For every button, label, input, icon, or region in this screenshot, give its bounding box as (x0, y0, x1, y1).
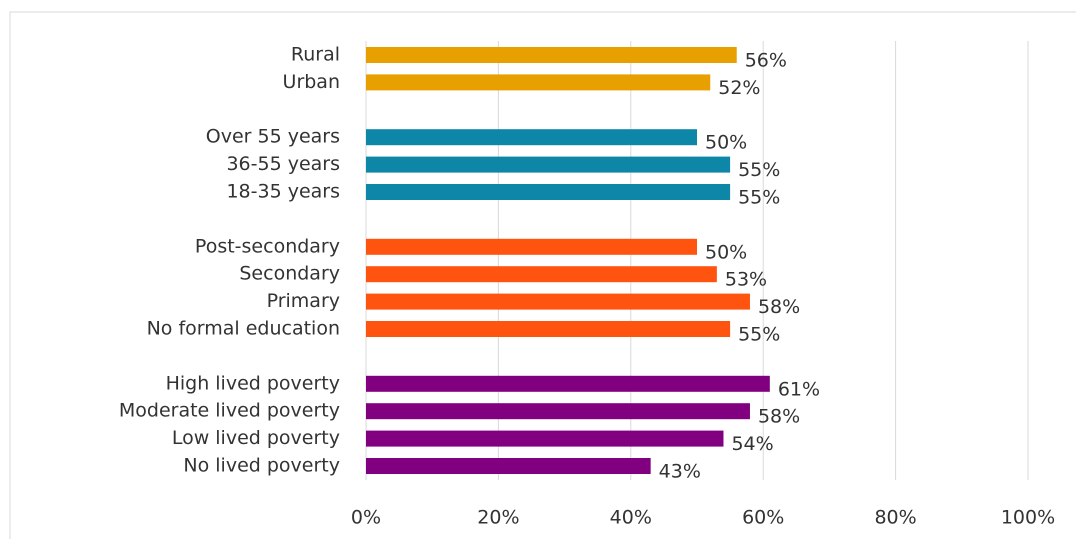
value-label: 58% (758, 406, 800, 428)
value-label: 50% (705, 132, 747, 154)
value-label: 43% (659, 461, 701, 483)
y-tick-label: Secondary (239, 263, 340, 285)
value-label: 55% (738, 159, 780, 181)
bar (366, 47, 737, 63)
y-tick-label: Rural (291, 44, 340, 66)
bar (366, 184, 731, 200)
y-tick-label: No lived poverty (183, 455, 340, 477)
x-tick-label: 60% (742, 507, 784, 529)
bar (366, 129, 697, 146)
y-tick-label: 18-35 years (226, 181, 340, 203)
y-tick-label: Over 55 years (206, 126, 340, 148)
x-tick-label: 0% (351, 507, 381, 529)
x-tick-label: 100% (1001, 507, 1055, 529)
bar (366, 403, 750, 420)
value-label: 54% (731, 433, 773, 455)
value-label: 53% (725, 269, 767, 291)
y-tick-label: Moderate lived poverty (119, 400, 340, 422)
bar (366, 156, 731, 173)
bar (366, 238, 697, 255)
y-tick-label: Urban (283, 71, 340, 93)
bar (366, 430, 724, 447)
y-tick-label: Primary (267, 290, 340, 312)
bar (366, 266, 717, 283)
x-tick-label: 80% (874, 507, 916, 529)
chart-frame (9, 11, 1076, 539)
y-tick-label: Low lived poverty (172, 427, 340, 449)
value-label: 56% (745, 50, 787, 72)
bar (366, 375, 770, 392)
y-tick-label: No formal education (147, 318, 340, 340)
value-label: 55% (738, 187, 780, 209)
x-tick-label: 40% (610, 507, 652, 529)
bar (366, 321, 731, 337)
bar (366, 458, 651, 474)
value-label: 50% (705, 241, 747, 263)
bar (366, 74, 711, 91)
y-tick-label: High lived poverty (166, 372, 340, 394)
bar (366, 293, 750, 310)
x-tick-label: 20% (477, 507, 519, 529)
value-label: 55% (738, 324, 780, 346)
value-label: 58% (758, 296, 800, 318)
value-label: 61% (778, 378, 820, 400)
y-tick-label: Post-secondary (195, 235, 340, 257)
value-label: 52% (718, 77, 760, 99)
y-tick-label: 36-55 years (226, 153, 340, 175)
